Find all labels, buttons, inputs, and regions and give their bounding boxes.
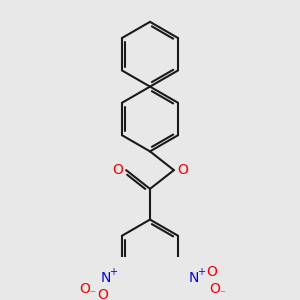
Text: O: O [177,163,188,177]
Text: N: N [100,271,111,284]
Text: +: + [109,267,116,278]
Text: ⁻: ⁻ [219,290,225,300]
Text: N: N [189,271,200,284]
Text: O: O [80,283,91,296]
Text: O: O [97,288,108,300]
Text: O: O [112,163,123,177]
Text: ⁻: ⁻ [89,290,95,300]
Text: +: + [197,267,205,278]
Text: O: O [209,283,220,296]
Text: O: O [206,265,217,279]
